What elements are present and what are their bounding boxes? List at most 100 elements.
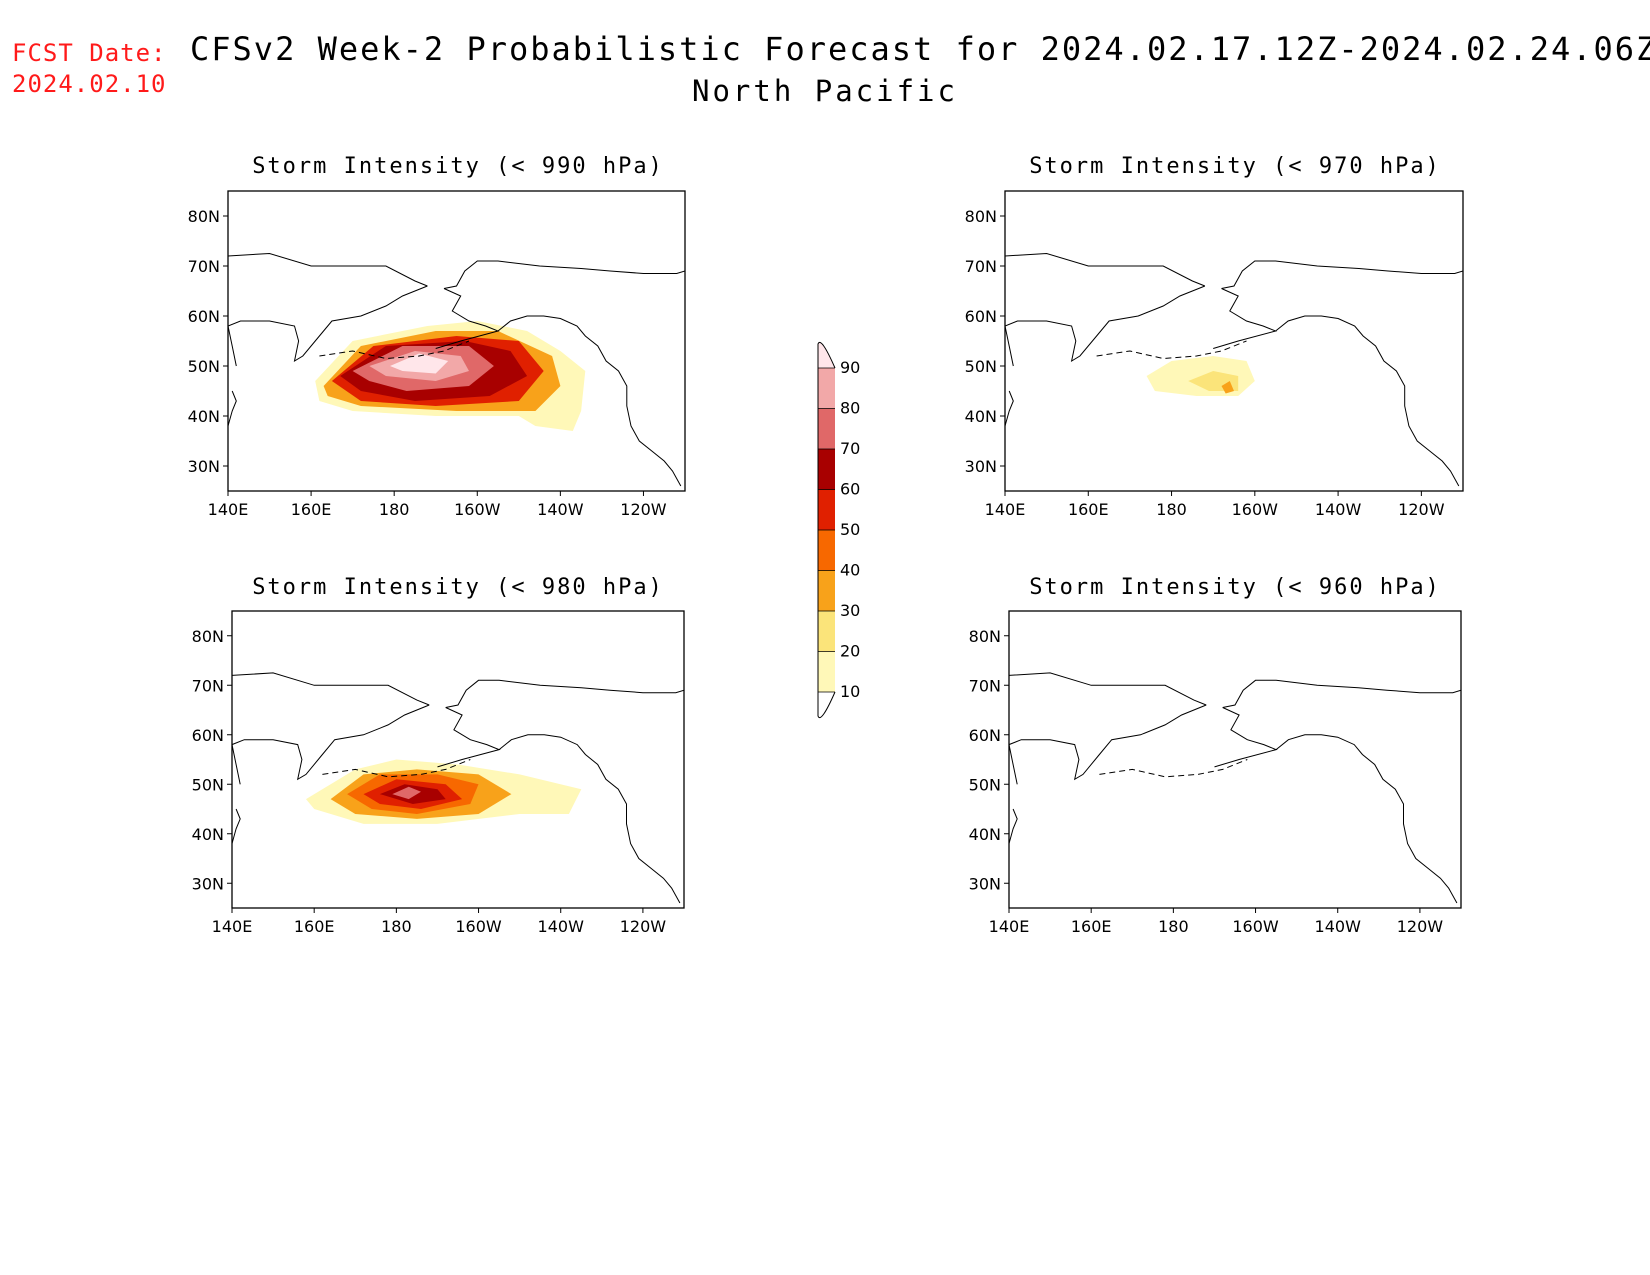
lon-label: 120W <box>1398 500 1445 519</box>
coastline <box>1213 288 1278 349</box>
lon-label: 160E <box>1068 500 1109 519</box>
colorbar-swatch <box>818 570 835 611</box>
coastline <box>1275 315 1460 487</box>
map-panel-1: 80N 70N 60N 50N 40N 30N 140E 160E 180 160W 140W 120… <box>965 190 1464 519</box>
lon-label: 140E <box>212 917 253 936</box>
lon-label: 160E <box>1071 917 1112 936</box>
map-panel-3: 80N 70N 60N 50N 40N 30N 140E 160E 180 160W 140W 120… <box>969 610 1462 936</box>
lon-label: 140W <box>1315 500 1362 519</box>
coastline <box>232 808 241 854</box>
coastline <box>443 260 685 289</box>
lat-label: 30N <box>969 874 1001 893</box>
region-title: North Pacific <box>692 74 958 108</box>
colorbar-label: 20 <box>840 642 860 661</box>
probability-area <box>1221 381 1234 394</box>
lat-label: 40N <box>969 825 1001 844</box>
coastline <box>1222 679 1461 708</box>
lat-label: 30N <box>965 457 997 476</box>
lat-label: 80N <box>969 627 1001 646</box>
colorbar-swatch <box>818 530 835 571</box>
lat-label: 50N <box>188 357 220 376</box>
coastline <box>228 325 237 367</box>
coastline <box>1005 285 1206 363</box>
panel-title-970: Storm Intensity (< 970 hPa) <box>1029 154 1441 179</box>
coastline <box>1009 672 1207 706</box>
lon-label: 180 <box>1158 917 1189 936</box>
coastline <box>1009 704 1207 781</box>
lon-label: 120W <box>620 500 667 519</box>
lat-label: 60N <box>965 307 997 326</box>
colorbar-swatch <box>818 408 835 449</box>
coastline <box>435 288 500 349</box>
lat-label: 40N <box>188 407 220 426</box>
lat-label: 80N <box>192 627 224 646</box>
colorbar-swatch <box>818 449 835 490</box>
colorbar-cap-bottom <box>817 691 836 718</box>
figure-title: CFSv2 Week-2 Probabilistic Forecast for … <box>190 30 1650 68</box>
lon-label: 160E <box>291 500 332 519</box>
colorbar-swatch <box>818 611 835 652</box>
coastline <box>232 704 430 781</box>
coastline <box>1009 808 1018 854</box>
forecast-date-label: FCST Date: <box>12 39 167 67</box>
probability-area <box>390 353 449 374</box>
lon-label: 140W <box>537 500 584 519</box>
lon-label: 120W <box>1397 917 1444 936</box>
lat-label: 60N <box>188 307 220 326</box>
lon-label: 140W <box>538 917 585 936</box>
lat-label: 70N <box>965 257 997 276</box>
probability-area <box>392 786 421 800</box>
lon-label: 160W <box>1232 917 1279 936</box>
forecast-date-value: 2024.02.10 <box>12 70 167 98</box>
lat-label: 50N <box>965 357 997 376</box>
lat-label: 50N <box>969 775 1001 794</box>
lat-label: 80N <box>188 207 220 226</box>
lat-label: 80N <box>965 207 997 226</box>
lon-label: 180 <box>379 500 410 519</box>
lon-label: 140W <box>1315 917 1362 936</box>
coastline <box>232 672 430 706</box>
coastline <box>445 679 684 708</box>
coastline <box>498 734 681 904</box>
lon-label: 160W <box>1232 500 1279 519</box>
panel-title-990: Storm Intensity (< 990 hPa) <box>252 154 664 179</box>
map-panel-0: 80N 70N 60N 50N 40N 30N 140E 160E 180 160W 140W 120… <box>188 190 686 519</box>
lat-label: 40N <box>192 825 224 844</box>
lon-label: 120W <box>620 917 667 936</box>
lat-label: 50N <box>192 775 224 794</box>
coastline <box>319 340 470 360</box>
lon-label: 160E <box>294 917 335 936</box>
lon-label: 140E <box>989 917 1030 936</box>
lat-label: 70N <box>969 676 1001 695</box>
coastline <box>1005 325 1014 367</box>
colorbar-label: 90 <box>840 358 860 377</box>
coastline <box>1214 707 1278 768</box>
map-frame <box>1008 610 1462 909</box>
colorbar-swatch <box>818 489 835 530</box>
colorbar-label: 80 <box>840 399 860 418</box>
coastline <box>1096 340 1247 360</box>
coastline <box>322 759 471 778</box>
lat-label: 30N <box>188 457 220 476</box>
coastline <box>228 390 237 436</box>
coastline <box>1005 252 1206 287</box>
map-frame <box>231 610 685 909</box>
coastline <box>1099 759 1248 778</box>
map-frame <box>227 190 686 492</box>
lat-label: 60N <box>192 726 224 745</box>
coastline <box>437 707 501 768</box>
coastline <box>497 315 682 487</box>
lon-label: 180 <box>1156 500 1187 519</box>
lat-label: 70N <box>192 676 224 695</box>
lat-label: 60N <box>969 726 1001 745</box>
colorbar-swatch <box>818 651 835 692</box>
lon-label: 180 <box>381 917 412 936</box>
lon-label: 160W <box>454 500 501 519</box>
coastline <box>1275 734 1458 904</box>
map-panel-2: 80N 70N 60N 50N 40N 30N 140E 160E 180 160W 140W 120… <box>192 610 685 936</box>
lon-label: 160W <box>455 917 502 936</box>
coastline <box>1005 390 1014 436</box>
coastline <box>1221 260 1463 289</box>
lon-label: 140E <box>985 500 1026 519</box>
